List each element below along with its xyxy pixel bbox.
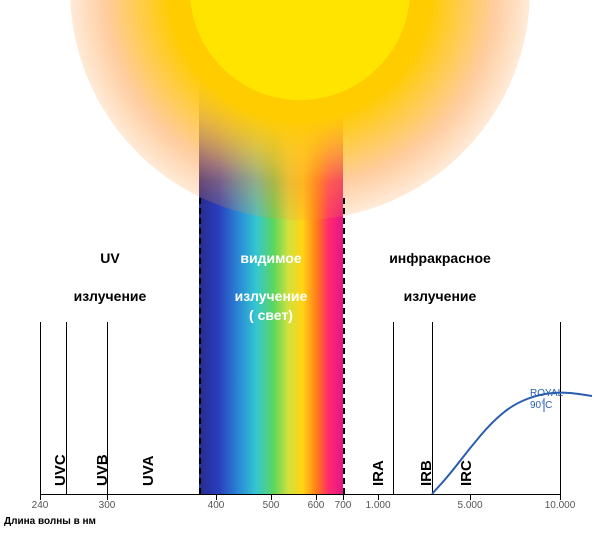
- spectrum-diagram: UV излучение видимое излучение ( свет) и…: [0, 0, 594, 534]
- axis-tick-label: 600: [308, 500, 325, 511]
- axis-title: Длина волны в нм: [4, 516, 96, 527]
- axis-tick-label: 300: [99, 500, 116, 511]
- axis-tick-label: 700: [335, 500, 352, 511]
- royal-curve-label: ROYAL 90°C: [530, 388, 563, 411]
- axis-tick-label: 10.000: [545, 500, 576, 511]
- axis-tick-label: 400: [208, 500, 225, 511]
- axis-tick-label: 1.000: [365, 500, 390, 511]
- x-axis: 240 300 400 500 600 700 1.000 5.000 10.000: [0, 494, 594, 518]
- royal-curve-path: [432, 393, 592, 494]
- axis-tick-label: 500: [263, 500, 280, 511]
- royal-curve: [0, 0, 594, 534]
- axis-tick-label: 240: [32, 500, 49, 511]
- axis-tick-label: 5.000: [457, 500, 482, 511]
